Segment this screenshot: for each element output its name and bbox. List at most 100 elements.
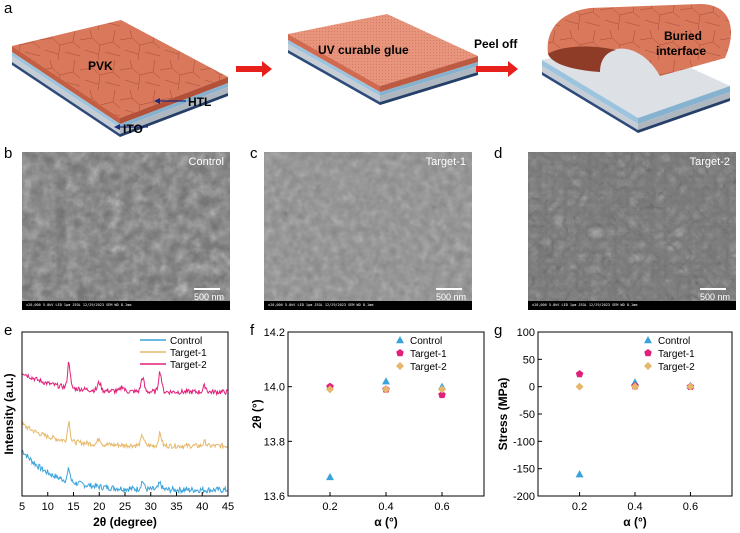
legend-marker-target-2 (396, 362, 404, 370)
data-point-target-2 (382, 385, 390, 394)
legend-label-target-2: Target-2 (658, 362, 695, 373)
y-axis-label: 2θ (°) (250, 399, 264, 428)
x-tick-label: 40 (196, 501, 208, 513)
panel-label-a: a (4, 0, 13, 17)
device-stack-2 (288, 14, 478, 105)
x-tick-label: 45 (222, 501, 234, 513)
legend-label-target-2: Target-2 (170, 360, 207, 371)
y-axis-label: Intensity (a.u.) (2, 373, 16, 454)
panel-label-g: g (494, 322, 503, 339)
sem-image-control: Control 500 nm x20,000 5.0kV LED 1μm JEO… (22, 152, 230, 310)
buried-label-2: interface (656, 44, 706, 58)
legend-label-target-1: Target-1 (658, 349, 695, 360)
panel-label-f: f (250, 322, 255, 339)
device-stack-1 (12, 20, 228, 137)
legend-label-target-1: Target-1 (170, 348, 207, 359)
scale-bar (436, 288, 462, 290)
glue-label: UV curable glue (318, 43, 409, 57)
legend-marker-target-1 (396, 349, 404, 357)
y-tick-label: 0 (529, 382, 535, 394)
legend-marker-target-2 (644, 362, 652, 370)
x-tick-label: 5 (19, 501, 25, 513)
ito-label: ITO (123, 122, 143, 136)
sem-image-target-2: Target-2 500 nm x20,000 5.0kV LED 1μm JE… (528, 152, 736, 310)
legend-marker-target-1 (644, 349, 652, 357)
data-point-target-2 (438, 385, 446, 394)
legend-label-control: Control (410, 336, 442, 347)
data-point-target-2 (326, 385, 334, 394)
xrd-chart: Control Target-1 Target-2 5 10 15 20 25 30 35 4… (2, 331, 234, 529)
x-tick-label: 15 (67, 501, 79, 513)
pvk-label: PVK (88, 59, 113, 73)
xrd-legend: Control Target-1 Target-2 (140, 336, 207, 371)
data-point-control (575, 470, 584, 478)
legend-label-target-1: Target-1 (410, 349, 447, 360)
y-tick-label: 50 (523, 354, 535, 366)
legend-label-target-2: Target-2 (410, 362, 447, 373)
legend-marker-control (396, 336, 404, 344)
data-point-control (326, 472, 334, 481)
stress-chart: 0.2 0.4 0.6 -200 -150 -100 -50 0 50 100 Control Ta… (496, 327, 733, 529)
scale-label: 500 nm (700, 292, 731, 302)
peel-label: Peel off (474, 37, 518, 51)
htl-label: HTL (188, 95, 211, 109)
x-axis-label: α (°) (374, 515, 398, 529)
legend-label-control: Control (658, 336, 690, 347)
xrd-curve-target-1 (21, 420, 228, 450)
data-point-control (382, 377, 390, 385)
device-stack-3 (542, 4, 732, 133)
x-tick-label: 30 (145, 501, 157, 513)
y-tick-label: 13.8 (264, 436, 285, 448)
x-axis-label: α (°) (623, 515, 647, 529)
htl-layer (12, 52, 120, 128)
two-theta-chart: 0.2 0.4 0.6 13.6 13.8 14.0 14.2 Control Target-… (250, 327, 485, 529)
x-tick-label: 0.6 (683, 501, 698, 513)
x-tick-label: 0.2 (572, 501, 587, 513)
xrd-curve-target-2 (21, 361, 228, 397)
xrd-curve-control (21, 449, 228, 495)
y-tick-label: 14.0 (264, 382, 285, 394)
y-tick-label: 13.6 (264, 491, 285, 503)
y-tick-label: -150 (513, 464, 535, 476)
data-point-target-2 (686, 382, 695, 391)
arrow-1 (236, 61, 272, 77)
y-tick-label: 14.2 (264, 327, 285, 339)
y-tick-label: -50 (519, 409, 535, 421)
scale-bar (700, 288, 726, 290)
legend-marker-control (644, 336, 652, 344)
plot-frame (287, 331, 485, 497)
data-point-target-1 (438, 390, 446, 399)
scale-bar (194, 288, 220, 290)
data-point-target-1 (575, 370, 584, 378)
x-tick-label: 0.4 (627, 501, 642, 513)
y-tick-label: -200 (513, 491, 535, 503)
scale-label: 500 nm (436, 292, 467, 302)
panel-label-d: d (494, 145, 503, 162)
x-tick-label: 0.2 (322, 501, 337, 513)
sem-info-bar: x20,000 5.0kV LED 1μm JEOL 12/29/2023 SE… (22, 301, 230, 310)
sem-label-control: Control (188, 156, 224, 168)
arrow-2 (476, 61, 518, 77)
scale-label: 500 nm (194, 292, 225, 302)
x-tick-label: 0.4 (378, 501, 393, 513)
x-tick-label: 0.6 (434, 501, 449, 513)
legend-label-control: Control (170, 336, 202, 347)
sem-info-bar: x20,000 5.0kV LED 1μm JEOL 12/29/2023 SE… (528, 301, 736, 310)
panel-label-b: b (4, 145, 13, 162)
sem-label-target-2: Target-2 (689, 156, 730, 168)
plot-frame (537, 331, 733, 497)
panel-label-e: e (4, 322, 13, 339)
sem-info-bar: x20,000 5.0kV LED 1μm JEOL 12/29/2023 SE… (264, 301, 472, 310)
schematic-diagram: PVK HTL ITO UV curable glue Peel off Bur… (12, 4, 732, 137)
sem-label-target-1: Target-1 (425, 156, 466, 168)
x-axis-label: 2θ (degree) (93, 515, 157, 529)
y-tick-label: -100 (513, 436, 535, 448)
x-tick-label: 35 (170, 501, 182, 513)
panel-label-c: c (250, 145, 258, 162)
ito-layer (12, 56, 120, 134)
x-tick-label: 20 (93, 501, 105, 513)
y-tick-label: 100 (517, 327, 535, 339)
y-axis-label: Stress (MPa) (496, 378, 510, 451)
data-point-target-2 (631, 382, 639, 391)
data-point-target-2 (575, 382, 584, 391)
